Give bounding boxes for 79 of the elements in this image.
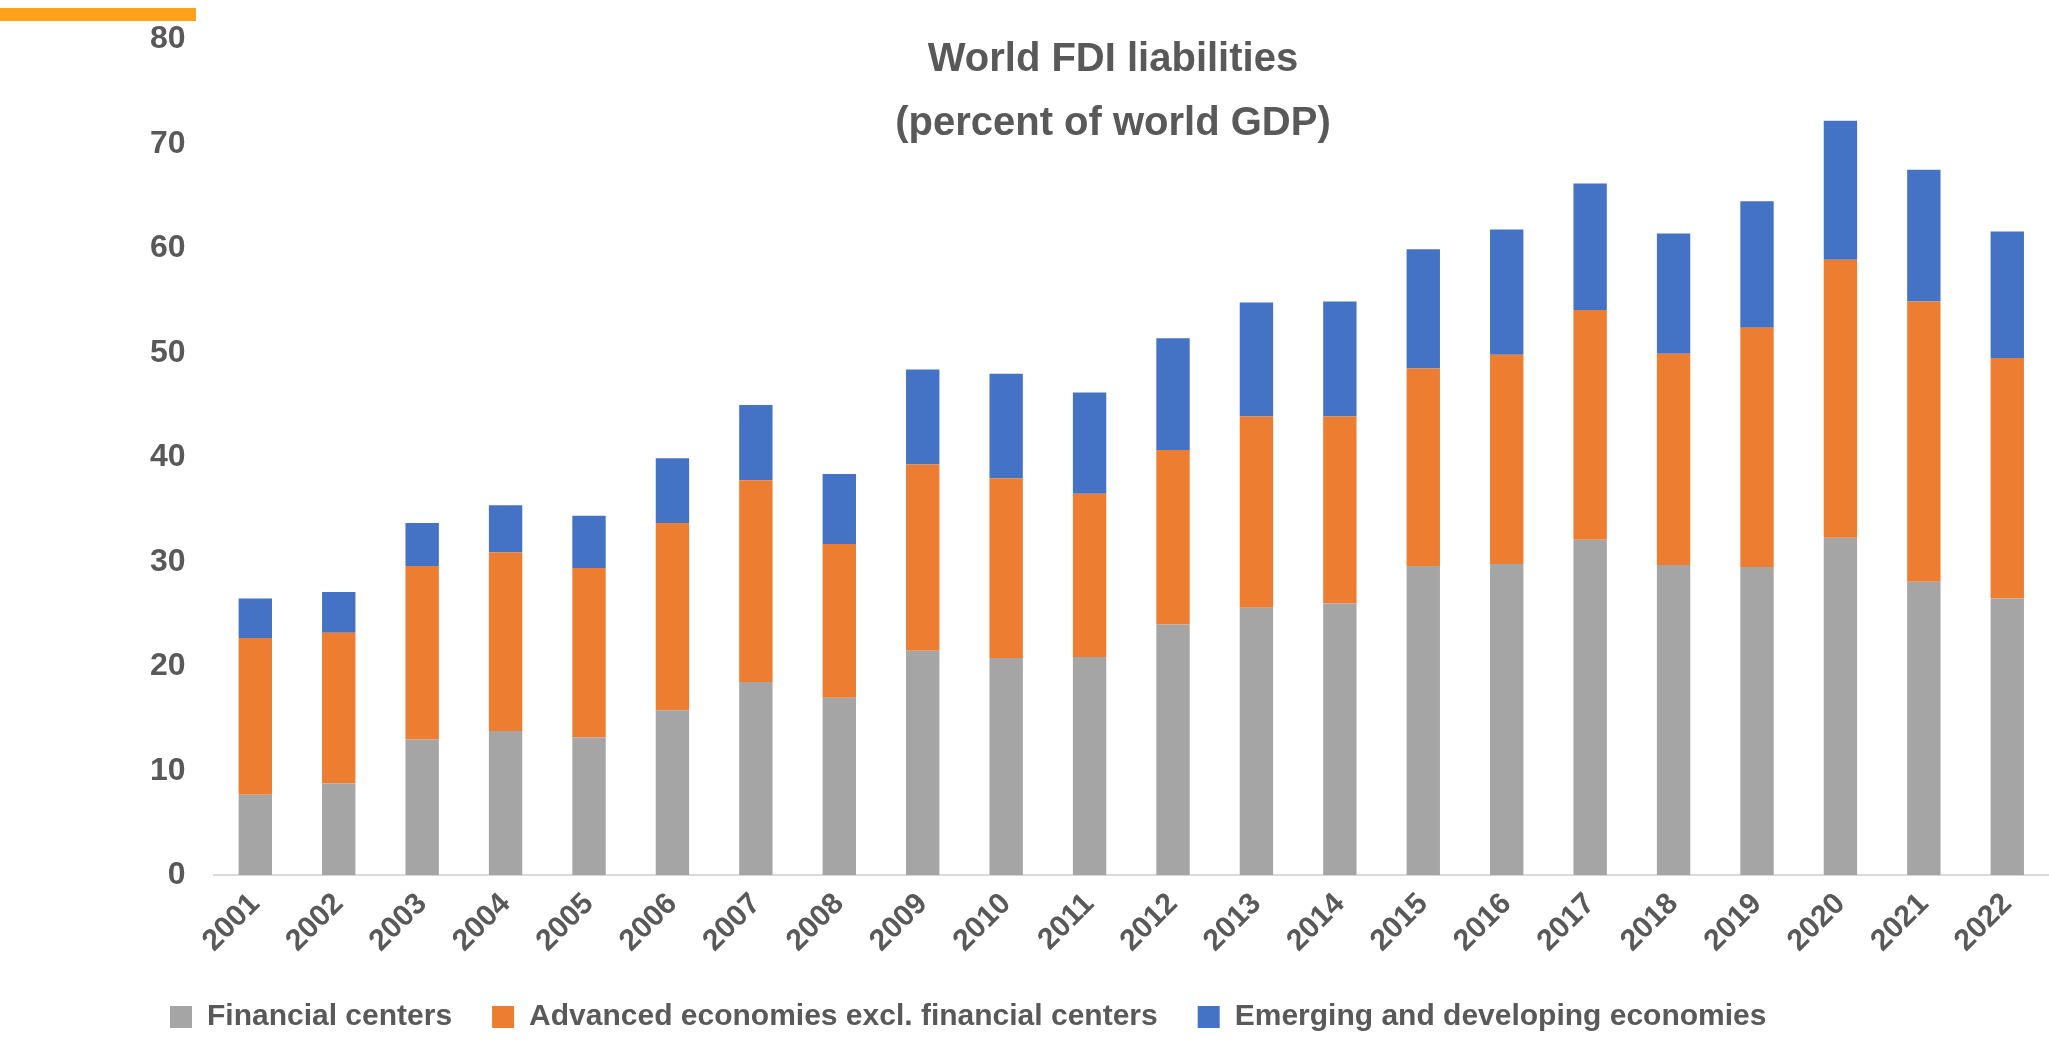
y-tick-label: 80 [150,19,186,56]
bar [1990,357,2024,599]
bar [1907,301,1941,582]
y-tick-label: 50 [150,332,186,369]
bar [1156,624,1190,876]
y-tick-label: 10 [150,750,186,787]
bar [1573,183,1607,310]
bar [405,739,439,876]
bar [1573,309,1607,540]
bar [822,474,856,545]
bar [1490,229,1524,355]
bar [1823,120,1858,260]
bar [1239,302,1274,417]
bar [1823,259,1858,538]
bar [1323,603,1357,876]
bar [1740,327,1774,568]
bar [989,478,1023,658]
bar [1323,416,1357,604]
bar [488,552,523,732]
y-tick-label: 30 [150,541,186,578]
bar [322,592,356,633]
bar [822,544,856,698]
bar [906,650,940,876]
bar [488,505,523,553]
bar [1156,449,1190,625]
bar [655,710,690,876]
bar [1823,537,1858,876]
bar [1656,564,1691,876]
bar [989,657,1023,876]
bar [238,598,272,639]
y-tick-label: 60 [150,228,186,265]
bar [655,523,690,711]
bar [739,405,773,481]
y-tick-label: 40 [150,437,186,474]
bar [906,369,940,465]
legend-label: Advanced economies excl. financial centers [529,998,1158,1032]
bar [655,458,690,524]
bar [1740,567,1774,876]
bar [572,568,606,738]
bar [1656,353,1691,565]
legend-label: Financial centers [207,998,453,1032]
bar [1573,539,1607,876]
legend-label: Emerging and developing economies [1234,998,1767,1032]
bar [572,515,606,569]
bar [1156,338,1190,450]
bar [1239,607,1274,876]
bar [405,565,439,740]
bar [1239,416,1274,608]
bar [1406,249,1440,369]
bar [1072,493,1107,657]
bar [238,638,272,795]
bar [989,373,1023,479]
bar [322,632,356,784]
bar [488,731,523,876]
bar [1490,354,1524,564]
bar [1990,598,2024,876]
bar [739,681,773,876]
bar [1990,231,2024,358]
bar [322,783,356,876]
bar [906,464,940,651]
bar [1072,392,1107,494]
bar [1907,581,1941,876]
y-tick-label: 20 [150,646,186,683]
bar [572,737,606,876]
y-tick-label: 0 [167,855,186,892]
bar [238,794,272,876]
bar [1406,565,1440,876]
bar [1406,368,1440,566]
bar [739,480,773,682]
bar [405,523,439,566]
bar [1907,169,1941,302]
bar [1740,201,1774,328]
bar [1323,301,1357,417]
bar [1072,656,1107,876]
text: World FDI liabilities (percent of world GDP) [895,35,1331,144]
bar [1656,233,1691,354]
y-tick-label: 70 [150,123,186,160]
bar [822,697,856,876]
bar [1490,563,1524,876]
